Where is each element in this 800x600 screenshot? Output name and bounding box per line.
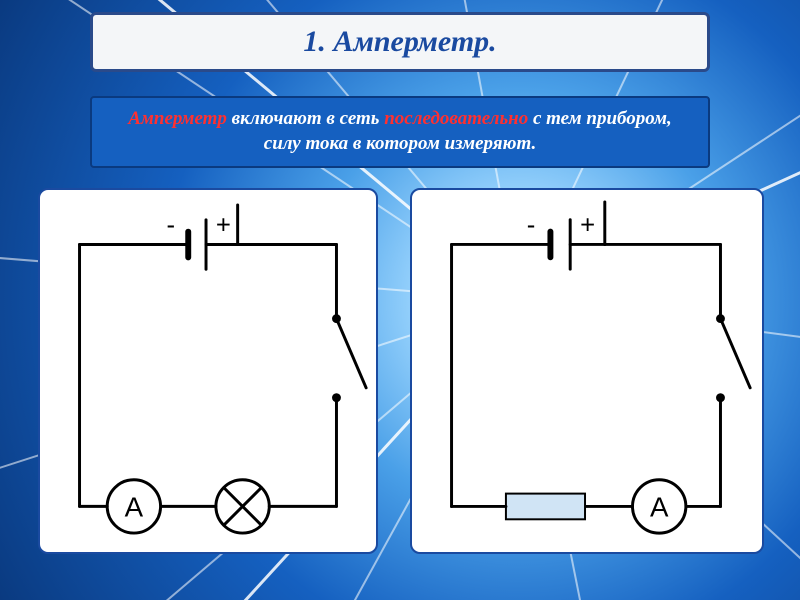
description-box: Амперметр включают в сеть последовательн… xyxy=(90,96,710,168)
ammeter-label-right: А xyxy=(650,491,669,522)
circuit-panel-right: - + А xyxy=(410,188,764,554)
plus-label-right: + xyxy=(580,212,595,240)
desc-highlight-1: Амперметр xyxy=(128,108,227,129)
description-text: Амперметр включают в сеть последовательн… xyxy=(112,107,688,156)
title-box: 1. Амперметр. xyxy=(90,12,710,72)
ammeter-label-left: А xyxy=(125,491,144,522)
title-text: 1. Амперметр. xyxy=(303,25,496,59)
desc-highlight-2: последовательно xyxy=(384,108,528,129)
circuit-right: - + А xyxy=(412,190,762,552)
desc-mid-1: включают в сеть xyxy=(227,108,384,129)
circuit-left: - + А xyxy=(40,190,376,552)
minus-label-right: - xyxy=(527,212,536,240)
circuit-panel-left: - + А xyxy=(38,188,378,554)
minus-label-left: - xyxy=(166,212,175,240)
plus-label-left: + xyxy=(216,212,231,240)
